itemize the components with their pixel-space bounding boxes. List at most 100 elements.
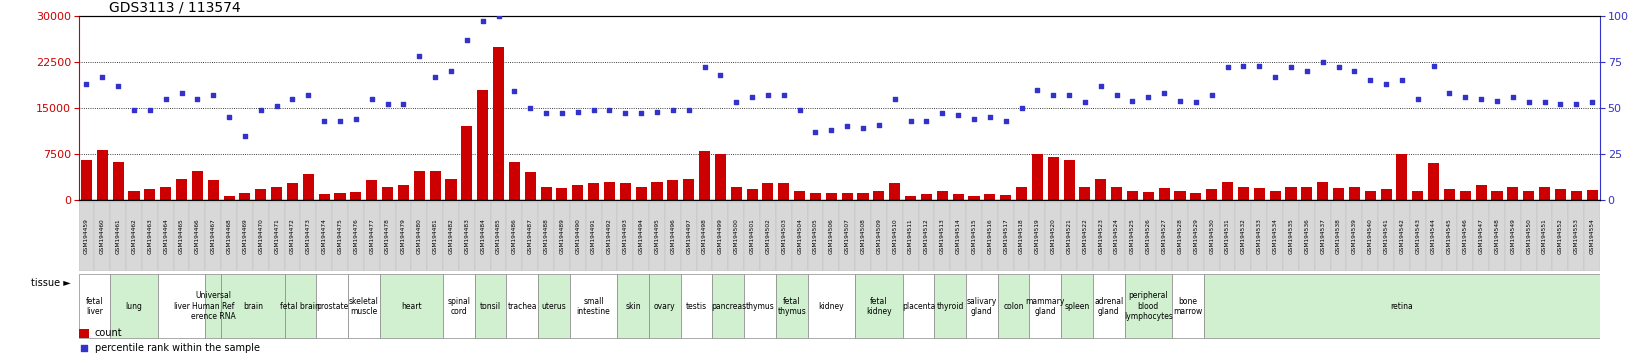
Text: GSM194536: GSM194536 (1304, 218, 1309, 254)
Bar (633, 202, 649, 271)
Point (787, 107, 813, 113)
Bar (1268, 202, 1283, 271)
Bar (286, 183, 298, 200)
Point (1342, 68, 1368, 74)
Bar (458, 202, 474, 271)
Text: GSM194500: GSM194500 (735, 218, 739, 254)
Bar (573, 185, 584, 200)
Text: GSM194512: GSM194512 (924, 218, 929, 254)
Point (169, 90, 195, 96)
Point (1294, 68, 1320, 74)
Bar (1507, 187, 1518, 200)
Point (1214, 65, 1240, 70)
Point (929, 111, 955, 116)
Bar (1378, 202, 1394, 271)
Bar (507, 202, 522, 271)
Point (1278, 65, 1304, 70)
Text: GSM194467: GSM194467 (211, 218, 216, 254)
Bar (762, 183, 774, 200)
Bar (1094, 178, 1106, 200)
Point (1562, 102, 1589, 107)
Text: GSM194542: GSM194542 (1399, 218, 1404, 254)
Text: GSM194477: GSM194477 (370, 218, 375, 254)
Bar (113, 162, 124, 200)
Text: GSM194521: GSM194521 (1067, 218, 1072, 254)
Point (501, 88, 527, 94)
Point (533, 111, 560, 116)
Bar (97, 150, 108, 200)
Bar (1283, 202, 1299, 271)
Text: percentile rank within the sample: percentile rank within the sample (95, 343, 260, 353)
Bar (427, 202, 443, 271)
Bar (982, 202, 998, 271)
Text: GSM194492: GSM194492 (607, 218, 612, 254)
Bar (1553, 202, 1569, 271)
Point (1055, 92, 1081, 98)
Text: GSM194486: GSM194486 (512, 218, 517, 254)
Text: GSM194472: GSM194472 (290, 218, 294, 254)
Bar (1346, 202, 1363, 271)
Bar (126, 202, 142, 271)
Bar (1158, 188, 1170, 200)
Point (517, 105, 543, 111)
Text: GSM194496: GSM194496 (671, 218, 676, 254)
Point (200, 92, 226, 98)
Text: GSM194461: GSM194461 (116, 218, 121, 254)
Bar (1204, 274, 1600, 338)
Bar (649, 274, 681, 338)
Bar (316, 274, 348, 338)
Text: GSM194538: GSM194538 (1337, 218, 1342, 254)
Point (232, 133, 258, 138)
Bar (1348, 187, 1360, 200)
Bar (1381, 189, 1392, 200)
Text: ovary: ovary (654, 302, 676, 311)
Text: GSM194543: GSM194543 (1415, 218, 1420, 254)
Point (1152, 90, 1178, 96)
Bar (664, 202, 681, 271)
Bar (173, 202, 190, 271)
Bar (509, 162, 520, 200)
Bar (1080, 187, 1091, 200)
Point (247, 107, 273, 113)
Bar (985, 194, 995, 200)
Text: GSM194516: GSM194516 (988, 218, 993, 254)
Point (628, 111, 654, 116)
Bar (1235, 202, 1252, 271)
Text: GSM194523: GSM194523 (1098, 218, 1103, 254)
Text: GSM194554: GSM194554 (1590, 218, 1595, 254)
Point (1548, 102, 1574, 107)
Text: fetal
liver: fetal liver (85, 297, 103, 316)
Bar (1505, 202, 1521, 271)
Point (946, 113, 972, 118)
Text: GSM194544: GSM194544 (1432, 218, 1436, 254)
Point (1040, 92, 1067, 98)
Point (612, 111, 638, 116)
Bar (272, 187, 281, 200)
Bar (1124, 274, 1171, 338)
Bar (870, 202, 887, 271)
Bar (316, 202, 332, 271)
Text: GSM194553: GSM194553 (1574, 218, 1579, 254)
Point (121, 107, 147, 113)
Text: GSM194471: GSM194471 (275, 218, 280, 254)
Bar (157, 202, 173, 271)
Bar (1171, 202, 1188, 271)
Text: GSM194473: GSM194473 (306, 218, 311, 254)
Point (581, 107, 607, 113)
Bar (1523, 192, 1535, 200)
Point (676, 107, 702, 113)
Bar (507, 274, 538, 338)
Text: GSM194549: GSM194549 (1510, 218, 1515, 254)
Text: bone
marrow: bone marrow (1173, 297, 1202, 316)
Text: GSM194506: GSM194506 (829, 218, 834, 254)
Point (898, 118, 924, 124)
Point (1579, 99, 1605, 105)
Bar (285, 202, 301, 271)
Text: GSM194494: GSM194494 (638, 218, 643, 254)
Text: GSM194539: GSM194539 (1351, 218, 1356, 254)
Bar (1111, 187, 1122, 200)
Point (1261, 74, 1288, 80)
Bar (744, 274, 775, 338)
Bar (1441, 202, 1458, 271)
Point (802, 129, 828, 135)
